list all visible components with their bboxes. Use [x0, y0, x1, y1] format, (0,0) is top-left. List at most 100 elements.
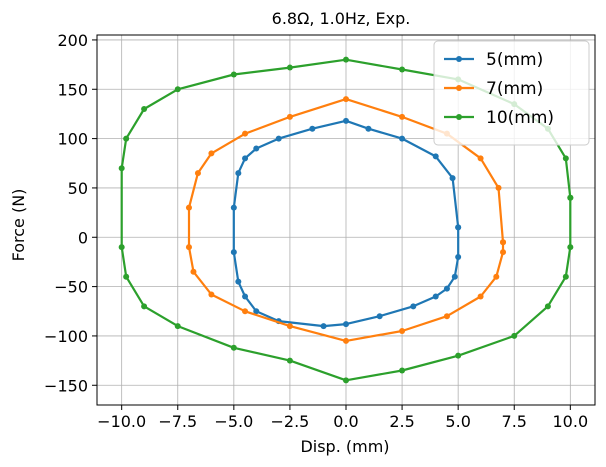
legend-label: 5(mm) — [486, 50, 543, 70]
data-point — [190, 268, 197, 275]
x-tick-label: 10.0 — [553, 412, 589, 431]
x-tick-label: 7.5 — [502, 412, 527, 431]
ticks: −10.0 −7.5 −5.0 −2.5 0.0 2.5 5.0 7.5 10.0 −150 −10… — [44, 31, 588, 431]
data-point — [343, 96, 349, 103]
y-tick-label: −100 — [44, 327, 88, 346]
data-point — [286, 357, 293, 364]
data-point — [185, 244, 192, 251]
legend-item: 10(mm) — [444, 108, 554, 128]
data-point — [399, 328, 406, 334]
data-point — [230, 249, 237, 256]
data-point — [399, 367, 406, 374]
data-point — [567, 194, 574, 201]
legend-swatch-marker — [456, 56, 462, 62]
data-point — [242, 308, 249, 315]
data-point — [365, 125, 372, 132]
series-layer — [118, 56, 574, 384]
series-1 — [230, 117, 462, 330]
y-tick-label: −150 — [44, 376, 88, 395]
x-tick-label: −2.5 — [270, 412, 309, 431]
data-point — [230, 344, 237, 351]
legend-item: 5(mm) — [444, 50, 543, 70]
data-point — [118, 165, 125, 172]
data-point — [399, 113, 406, 120]
data-point — [495, 184, 502, 191]
data-point — [562, 273, 569, 280]
y-tick-label: 200 — [57, 31, 88, 50]
data-point — [320, 323, 327, 330]
data-point — [343, 337, 349, 344]
data-point — [253, 145, 260, 152]
data-point — [286, 64, 293, 71]
data-point — [449, 175, 456, 182]
data-point — [376, 313, 383, 320]
y-tick-label: 0 — [78, 228, 88, 247]
data-point — [399, 66, 406, 73]
data-point — [544, 303, 551, 310]
x-tick-label: −7.5 — [158, 412, 197, 431]
x-tick-label: −10.0 — [97, 412, 146, 431]
x-tick-label: 5.0 — [445, 412, 470, 431]
data-point — [343, 377, 349, 384]
data-point — [477, 155, 484, 162]
data-point — [455, 352, 462, 359]
x-tick-label: 0.0 — [333, 412, 358, 431]
data-point — [253, 308, 260, 315]
data-point — [562, 155, 569, 162]
data-point — [567, 244, 574, 251]
data-point — [343, 321, 349, 328]
data-point — [500, 249, 507, 256]
data-point — [242, 293, 249, 300]
data-point — [443, 313, 450, 320]
data-point — [343, 56, 349, 63]
data-point — [235, 278, 242, 285]
data-point — [500, 239, 507, 246]
x-tick-label: −5.0 — [214, 412, 253, 431]
data-point — [286, 323, 293, 330]
chart-title: 6.8Ω, 1.0Hz, Exp. — [272, 9, 411, 28]
data-point — [141, 106, 148, 112]
data-point — [230, 71, 237, 78]
data-point — [399, 135, 406, 142]
data-point — [208, 150, 215, 157]
legend-swatch-marker — [456, 114, 462, 120]
data-point — [493, 273, 500, 280]
data-point — [286, 113, 293, 120]
x-tick-label: 2.5 — [389, 412, 414, 431]
data-point — [141, 303, 148, 310]
y-axis-label: Force (N) — [9, 189, 28, 262]
data-point — [275, 135, 282, 142]
data-point — [123, 273, 130, 280]
y-tick-label: 150 — [57, 80, 88, 99]
legend-label: 10(mm) — [486, 108, 554, 128]
data-point — [343, 117, 349, 124]
data-point — [511, 332, 518, 339]
y-tick-label: 50 — [68, 179, 88, 198]
series-line — [232, 119, 460, 328]
data-point — [174, 323, 181, 330]
data-point — [118, 244, 125, 251]
data-point — [174, 86, 181, 93]
y-tick-label: −50 — [54, 278, 88, 297]
data-point — [208, 291, 215, 298]
data-point — [432, 293, 439, 300]
data-point — [451, 273, 458, 280]
data-point — [455, 224, 462, 231]
data-point — [123, 135, 130, 142]
data-point — [235, 170, 242, 177]
legend-item: 7(mm) — [444, 79, 543, 99]
data-point — [410, 303, 417, 310]
legend-swatch-marker — [456, 85, 462, 91]
data-point — [242, 130, 249, 137]
x-axis-label: Disp. (mm) — [300, 437, 389, 456]
data-point — [185, 204, 192, 211]
legend-box — [433, 40, 590, 146]
data-point — [443, 285, 450, 292]
y-tick-label: 100 — [57, 130, 88, 149]
data-point — [432, 153, 439, 160]
series-2 — [185, 96, 507, 344]
data-point — [309, 125, 316, 132]
data-point — [477, 293, 484, 300]
legend: 5(mm) 7(mm) 10(mm) — [433, 40, 590, 146]
